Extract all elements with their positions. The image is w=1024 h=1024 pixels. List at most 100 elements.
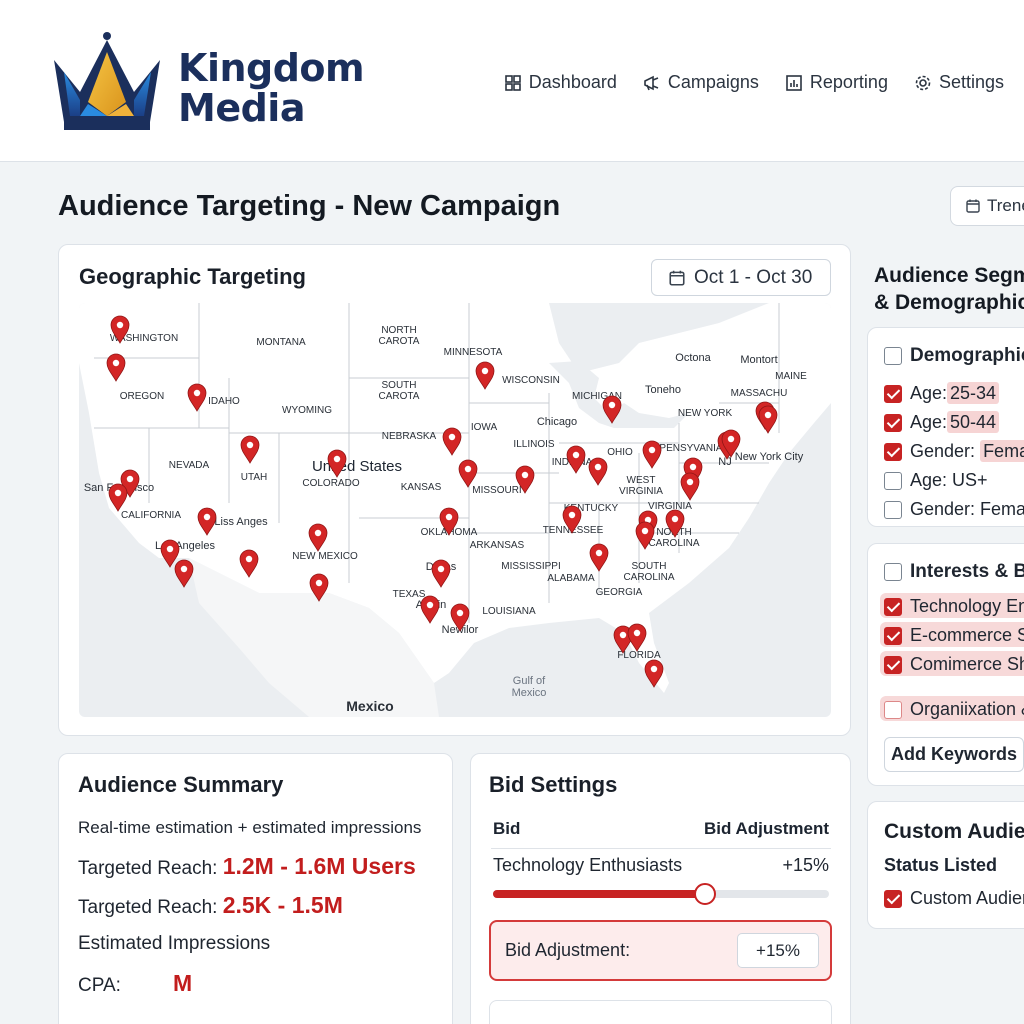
gear-icon — [915, 75, 931, 90]
checkbox-checked[interactable] — [884, 413, 902, 432]
map-pin-icon[interactable] — [239, 549, 259, 578]
map-pin-icon[interactable] — [475, 361, 495, 390]
interest-item[interactable]: E-commerce Sh — [884, 625, 1024, 646]
map-pin-dot — [464, 465, 472, 473]
map-pin-icon[interactable] — [665, 509, 685, 538]
state-label: TEXAS — [393, 589, 426, 600]
checkbox-checked[interactable] — [884, 655, 902, 674]
checkbox-unchecked[interactable] — [884, 700, 902, 719]
map-pin-dot — [595, 549, 603, 557]
map-pin-icon[interactable] — [308, 523, 328, 552]
us-map[interactable]: WASHINGTON MONTANA NORTH CAROTA MINNESOTA ORE… — [79, 303, 831, 717]
interests-header-label: Interests & Be — [910, 561, 1024, 582]
map-pin-icon[interactable] — [458, 459, 478, 488]
map-pin-icon[interactable] — [644, 659, 664, 688]
map-pin-dot — [193, 389, 201, 397]
map-pin-icon[interactable] — [758, 405, 778, 434]
nav-dashboard[interactable]: Dashboard — [504, 72, 617, 93]
demographics-card: Demographic Age: 25-34 Age: 50-44 Gender: … — [867, 327, 1024, 527]
checkbox-unchecked[interactable] — [884, 471, 902, 490]
interest-item[interactable]: Technology Ent — [884, 596, 1024, 617]
map-pin-icon[interactable] — [588, 457, 608, 486]
nav-settings[interactable]: Settings — [914, 72, 1004, 93]
state-label: IDAHO — [208, 396, 240, 407]
custom-audience-item[interactable]: Custom Audienc — [884, 888, 1024, 909]
demographics-header[interactable]: Demographic — [884, 345, 1024, 367]
map-pin-icon[interactable] — [160, 539, 180, 568]
map-pin-icon[interactable] — [240, 435, 260, 464]
add-keywords-button[interactable]: Add Keywords — [884, 737, 1024, 772]
map-pin-icon[interactable] — [635, 521, 655, 550]
state-label: MISSISSIPPI — [501, 561, 560, 572]
map-pin-icon[interactable] — [642, 440, 662, 469]
map-pin-icon[interactable] — [442, 427, 462, 456]
state-label: VIRGINIA — [648, 501, 692, 512]
brand-name[interactable]: Kingdom Media — [178, 48, 365, 128]
trend-button-label: Trene — [987, 196, 1024, 215]
cpa-label: CPA: — [78, 975, 121, 996]
interest-item[interactable]: Organiixation & — [884, 699, 1024, 720]
map-pin-icon[interactable] — [562, 505, 582, 534]
checkbox-checked[interactable] — [884, 597, 902, 616]
checkbox-unchecked[interactable] — [884, 500, 902, 519]
map-pin-icon[interactable] — [106, 353, 126, 382]
map-pin-icon[interactable] — [613, 625, 633, 654]
map-pin-icon[interactable] — [602, 395, 622, 424]
page-title: Audience Targeting - New Campaign — [58, 190, 561, 222]
map-pin-icon[interactable] — [450, 603, 470, 632]
map-pin-icon[interactable] — [680, 472, 700, 501]
city-label: Liss Anges — [214, 516, 268, 528]
geo-card-title: Geographic Targeting — [79, 264, 306, 289]
date-range-picker[interactable]: Oct 1 - Oct 30 — [651, 259, 831, 296]
map-pin-dot — [671, 515, 679, 523]
map-pin-icon[interactable] — [589, 543, 609, 572]
state-label: OHIO — [607, 447, 633, 458]
map-pin-icon[interactable] — [431, 559, 451, 588]
state-label: FLORIDA — [617, 650, 661, 661]
trend-button[interactable]: Trene — [950, 186, 1024, 226]
demo-item-age-50-44[interactable]: Age: 50-44 — [884, 411, 1000, 433]
map-pin-icon[interactable] — [439, 507, 459, 536]
state-label: CALIFORNIA — [121, 510, 181, 521]
interests-checkbox[interactable] — [884, 563, 902, 581]
map-pin-icon[interactable] — [627, 623, 647, 652]
map-pin-icon[interactable] — [110, 315, 130, 344]
bid-slider[interactable] — [493, 883, 829, 905]
map-pin-icon[interactable] — [515, 465, 535, 494]
map-pin-icon[interactable] — [420, 595, 440, 624]
map-pin-icon[interactable] — [187, 383, 207, 412]
demographics-checkbox[interactable] — [884, 347, 902, 365]
nav-reporting[interactable]: Reporting — [785, 72, 888, 93]
state-label: WEST — [627, 475, 656, 486]
map-pin-icon[interactable] — [197, 507, 217, 536]
map-pin-icon[interactable] — [566, 445, 586, 474]
map-pin-icon[interactable] — [108, 483, 128, 512]
checkbox-checked[interactable] — [884, 889, 902, 908]
map-pin-icon[interactable] — [174, 559, 194, 588]
state-label: MONTANA — [256, 337, 306, 348]
demo-item-gender-female-2[interactable]: Gender: Female — [884, 499, 1024, 520]
reach-1-label: Targeted Reach: — [78, 858, 218, 879]
demo-item-gender-female[interactable]: Gender: Female — [884, 440, 1024, 462]
checkbox-checked[interactable] — [884, 442, 902, 461]
map-pin-dot — [116, 321, 124, 329]
bid-adjustment-input[interactable]: +15% — [737, 933, 819, 968]
interests-header[interactable]: Interests & Be — [884, 561, 1024, 583]
checkbox-checked[interactable] — [884, 626, 902, 645]
city-label: Toneho — [645, 384, 681, 396]
demo-item-age-25-34[interactable]: Age: 25-34 — [884, 382, 1000, 404]
map-pin-dot — [445, 513, 453, 521]
map-pin-icon[interactable] — [327, 449, 347, 478]
map-pin-icon[interactable] — [309, 573, 329, 602]
map-pin-dot — [426, 601, 434, 609]
map-pin-dot — [246, 441, 254, 449]
bid-slider-handle[interactable] — [693, 883, 716, 905]
chart-icon — [786, 74, 802, 91]
demo-item-age-us[interactable]: Age: US+ — [884, 470, 988, 491]
map-pin-icon[interactable] — [721, 429, 741, 458]
nav-campaigns[interactable]: Campaigns — [643, 72, 759, 93]
checkbox-checked[interactable] — [884, 384, 902, 403]
map-canvas: WASHINGTON MONTANANORTHCAROTAMINNESOTAORE… — [79, 303, 831, 717]
interest-item[interactable]: Comimerce Sho — [884, 654, 1024, 675]
bid-slider-fill — [493, 890, 705, 898]
